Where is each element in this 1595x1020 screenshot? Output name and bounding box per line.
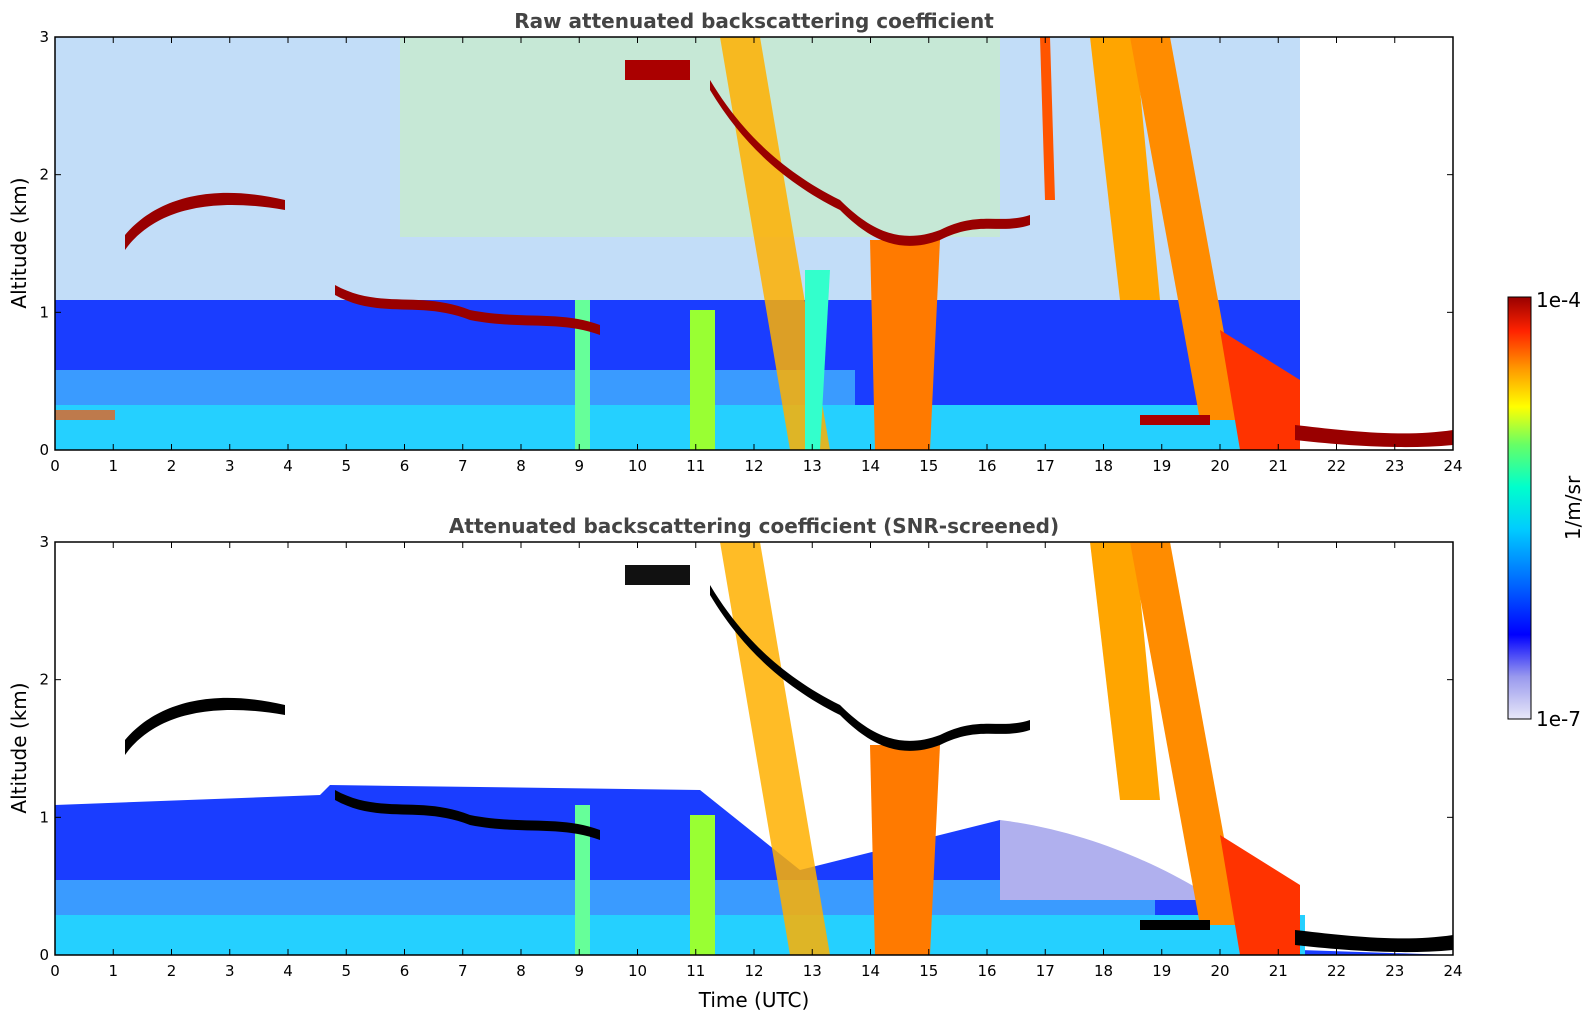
x-tick-label: 19 [1152,457,1171,475]
x-tick-label: 7 [458,457,468,475]
x-tick-label: 18 [1094,962,1113,980]
x-ticks: 0 1 2 3 4 5 6 7 8 9 10 11 12 13 14 15 16 17 18 19 20 21 22 23 24 [50,37,1463,475]
x-tick-label: 9 [574,962,584,980]
colorbar-min-label: 1e-7 [1536,707,1581,731]
x-tick-label: 15 [919,457,938,475]
x-tick-label: 16 [977,457,996,475]
x-tick-label: 13 [803,457,822,475]
x-tick-label: 24 [1443,962,1462,980]
cloud-layer-3 [710,80,1030,246]
x-tick-label: 6 [400,457,410,475]
x-tick-label: 17 [1036,457,1055,475]
y-tick-label: 1 [39,303,49,321]
x-tick-label: 19 [1152,962,1171,980]
panel-title-raw: Raw attenuated backscattering coefficien… [514,9,994,33]
x-tick-label: 16 [977,962,996,980]
colorbar-gradient [1507,296,1532,720]
heatmap-screened [55,542,1453,955]
x-tick-label: 2 [167,457,177,475]
x-tick-label: 4 [283,962,293,980]
x-tick-label: 1 [108,457,118,475]
x-tick-label: 0 [50,457,60,475]
x-tick-label: 4 [283,457,293,475]
x-tick-label: 20 [1210,457,1229,475]
x-tick-label: 10 [628,962,647,980]
y-tick-label: 2 [39,671,49,689]
x-tick-label: 12 [744,962,763,980]
cloud-layer-2 [335,285,600,335]
panel-raw: Raw attenuated backscattering coefficien… [7,9,1463,475]
x-tick-label: 1 [108,962,118,980]
y-tick-label: 2 [39,166,49,184]
x-tick-label: 18 [1094,457,1113,475]
x-tick-label: 20 [1210,962,1229,980]
x-tick-label: 5 [341,962,351,980]
x-tick-label: 24 [1443,457,1462,475]
x-tick-label: 21 [1269,962,1288,980]
x-tick-label: 8 [516,962,526,980]
x-tick-label: 11 [686,457,705,475]
x-tick-label: 12 [744,457,763,475]
x-tick-label: 5 [341,457,351,475]
x-tick-label: 22 [1327,457,1346,475]
y-tick-label: 3 [39,28,49,46]
y-tick-label: 0 [39,946,49,964]
x-tick-label: 21 [1269,457,1288,475]
x-tick-label: 17 [1036,962,1055,980]
x-tick-label: 10 [628,457,647,475]
panel-screened: Attenuated backscattering coefficient (S… [7,514,1463,1012]
panel-title-screened: Attenuated backscattering coefficient (S… [449,514,1059,538]
x-ticks: 0 1 2 3 4 5 6 7 8 9 10 11 12 13 14 15 16 17 18 19 20 21 22 23 24 [50,542,1463,980]
x-tick-label: 11 [686,962,705,980]
colorbar: 1e-4 1e-7 1/m/sr [1507,288,1585,731]
y-ticks: 0 1 2 3 [39,28,1453,459]
y-tick-label: 1 [39,808,49,826]
y-axis-label: Altitude (km) [7,177,31,308]
y-tick-label: 0 [39,441,49,459]
colorbar-max-label: 1e-4 [1536,288,1581,312]
x-tick-label: 14 [861,457,880,475]
x-axis-label: Time (UTC) [698,988,810,1012]
x-tick-label: 15 [919,962,938,980]
x-tick-label: 7 [458,962,468,980]
x-tick-label: 13 [803,962,822,980]
x-tick-label: 6 [400,962,410,980]
x-tick-label: 9 [574,457,584,475]
x-tick-label: 23 [1385,962,1404,980]
colorbar-unit-label: 1/m/sr [1561,475,1585,540]
heatmap-raw [55,37,1453,450]
y-tick-label: 3 [39,533,49,551]
x-tick-label: 3 [225,962,235,980]
x-tick-label: 0 [50,962,60,980]
x-tick-label: 14 [861,962,880,980]
x-tick-label: 8 [516,457,526,475]
x-tick-label: 22 [1327,962,1346,980]
boundary-layer [1295,425,1453,448]
x-tick-label: 2 [167,962,177,980]
x-tick-label: 3 [225,457,235,475]
y-axis-label: Altitude (km) [7,682,31,813]
cloud-layer-1 [125,192,285,250]
y-ticks: 0 1 2 3 [39,533,1453,964]
x-tick-label: 23 [1385,457,1404,475]
